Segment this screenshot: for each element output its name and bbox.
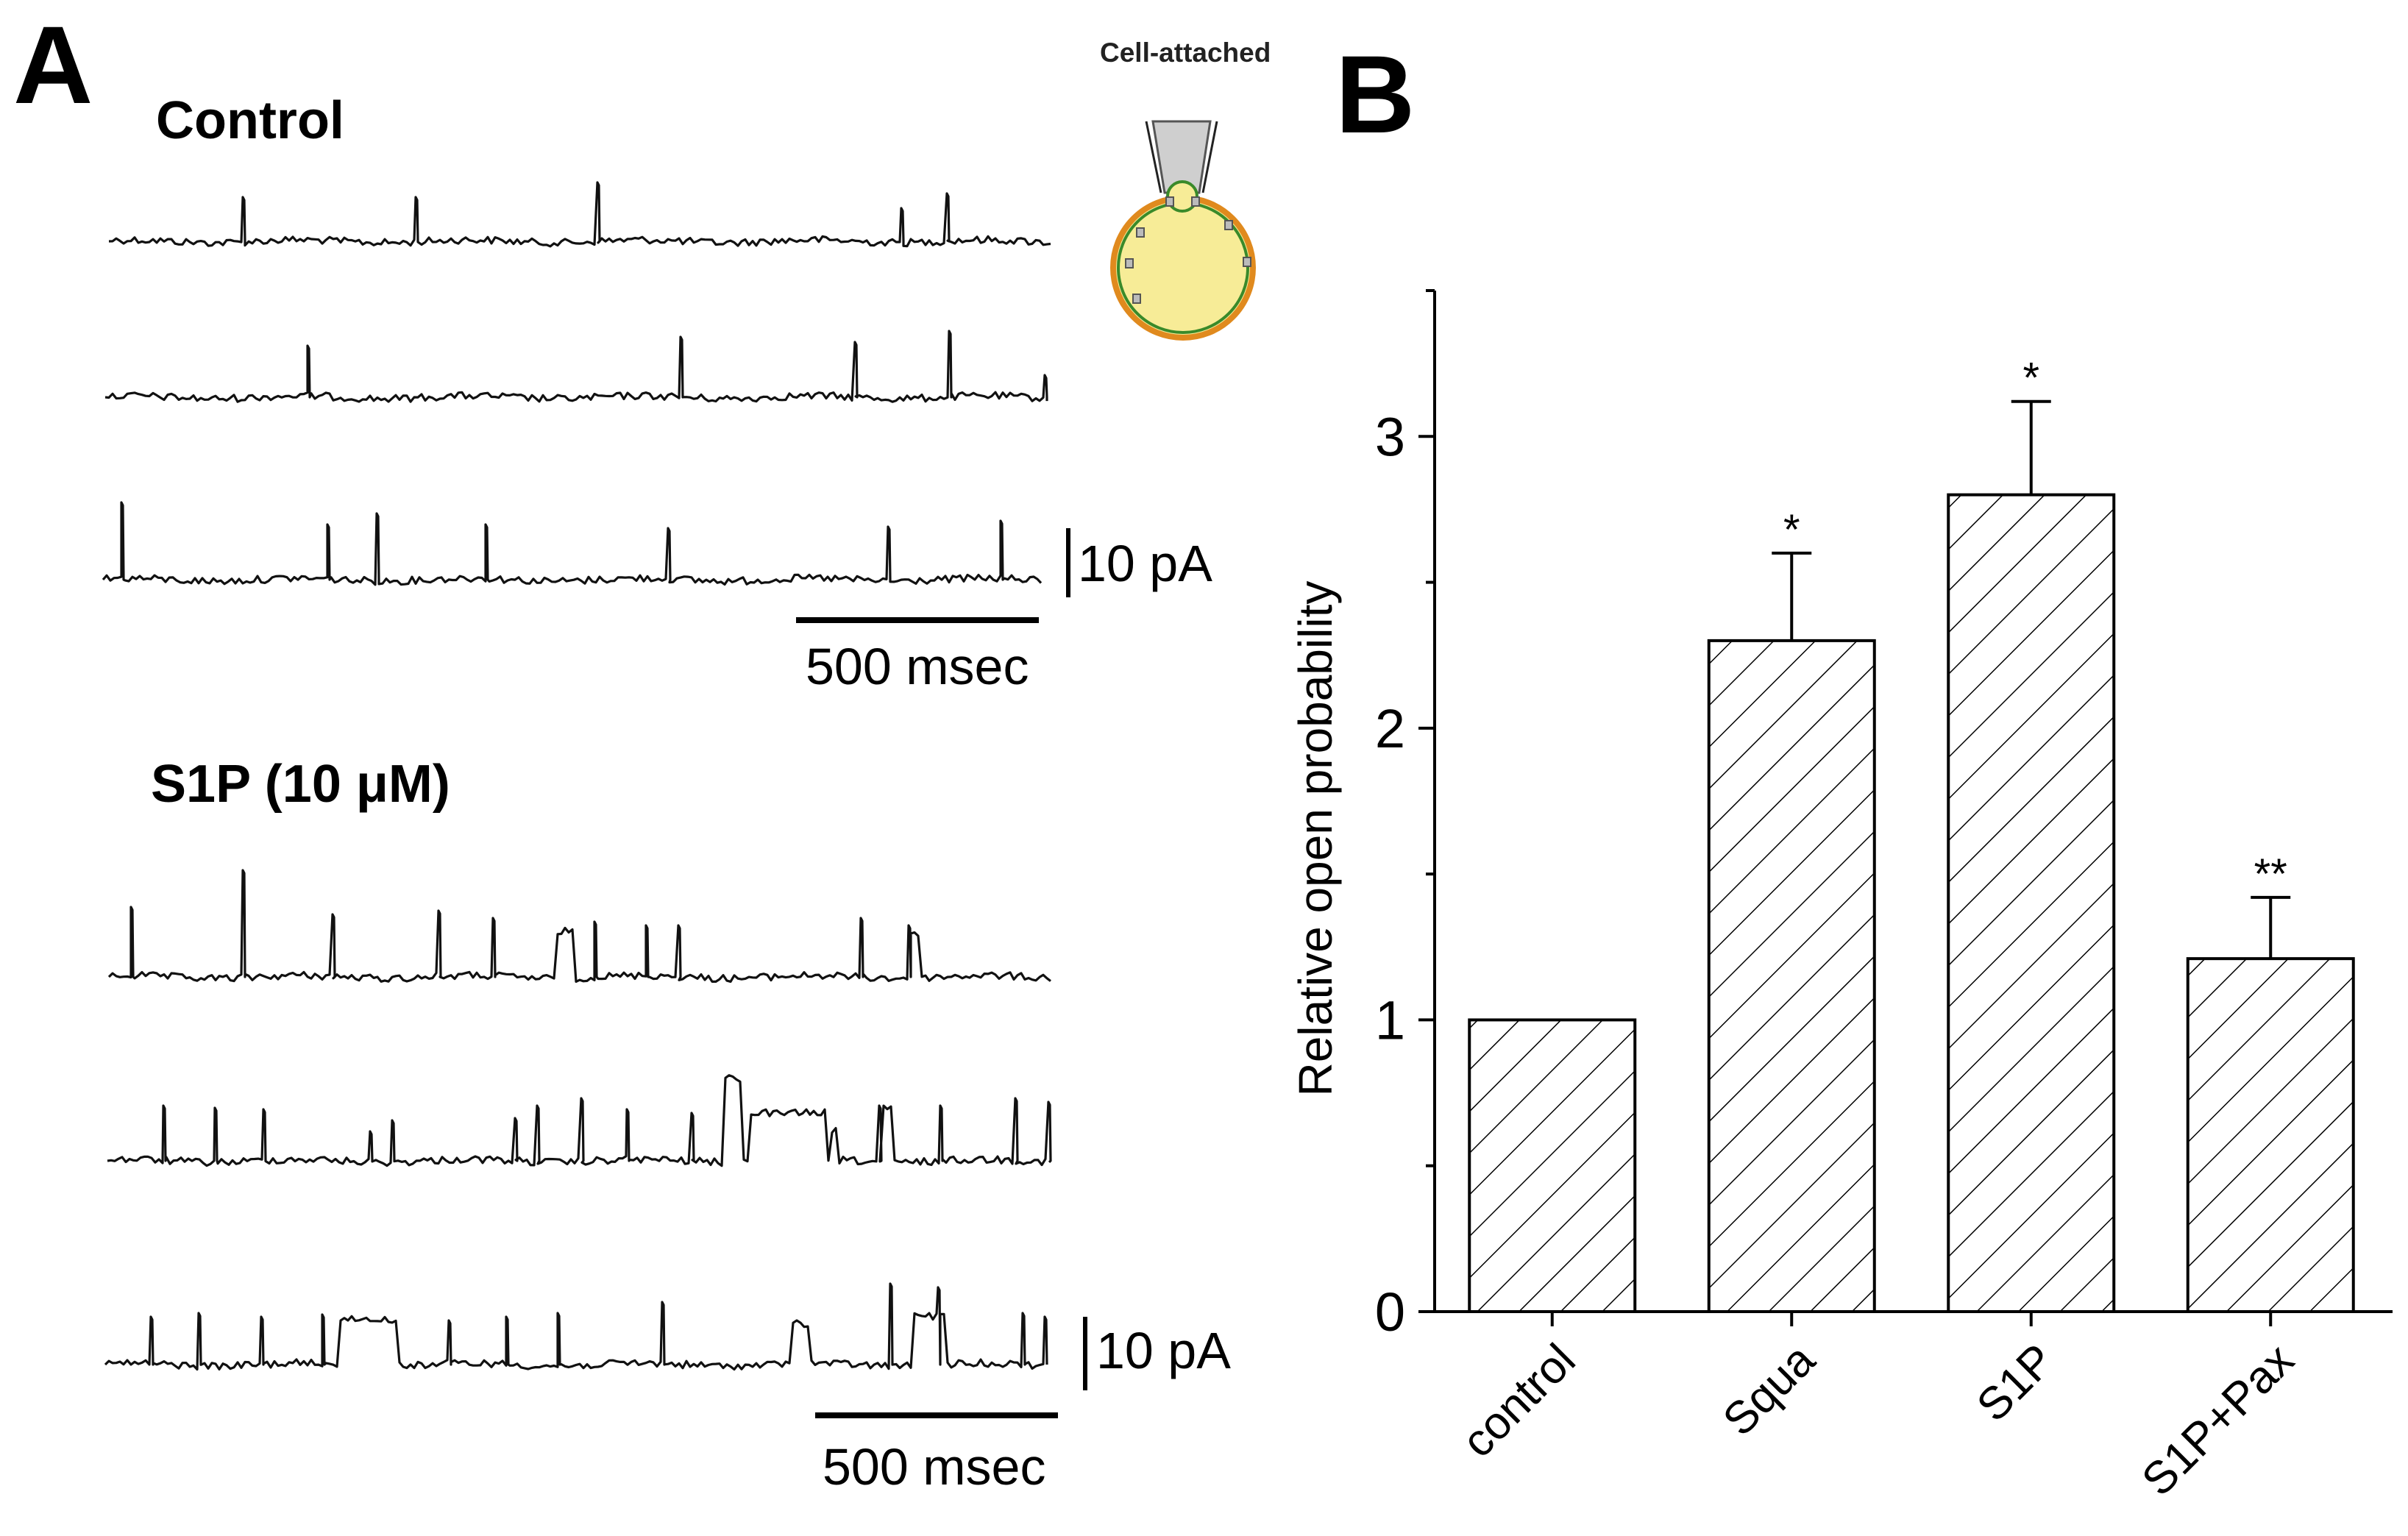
trace-s1p-2 xyxy=(107,1074,1052,1167)
significance-marker: ** xyxy=(2254,850,2287,898)
s1p-label: S1P (10 μM) xyxy=(151,755,450,814)
control-label: Control xyxy=(156,91,344,150)
x-tick-label: S1P+Pax xyxy=(2132,1334,2304,1506)
y-axis-label: Relative open probability xyxy=(1289,581,1342,1097)
scale-time-control: 500 msec xyxy=(806,638,1029,695)
bar-s1p xyxy=(1947,493,2116,1313)
pipette-wall-right xyxy=(1201,121,1218,193)
trace-control-2 xyxy=(104,330,1048,403)
panel-b: B 0 1 2 3 control * Squa * S1P ** S1P+Pax Relative… xyxy=(1289,32,2393,1506)
significance-marker: * xyxy=(2022,355,2039,402)
cell-icon xyxy=(1110,195,1256,341)
panel-b-letter: B xyxy=(1335,32,1415,156)
channel-icons xyxy=(1125,196,1251,304)
bar-s1p-pax xyxy=(2186,957,2355,1313)
cell-attached-label: Cell-attached xyxy=(1100,38,1271,68)
significance-marker: * xyxy=(1783,506,1800,554)
y-tick-label: 3 xyxy=(1375,406,1405,467)
scale-bar-s1p: 10 pA 500 msec xyxy=(815,1317,1231,1496)
y-tick-label: 1 xyxy=(1375,989,1405,1050)
scale-current-control: 10 pA xyxy=(1078,535,1212,592)
scale-time-s1p: 500 msec xyxy=(823,1438,1045,1496)
current-traces xyxy=(102,181,1052,1371)
trace-s1p-3 xyxy=(104,1282,1048,1371)
y-tick-label: 2 xyxy=(1375,698,1405,759)
bar-control xyxy=(1468,1018,1637,1314)
bar-squa xyxy=(1707,639,1876,1313)
scale-current-s1p: 10 pA xyxy=(1096,1322,1231,1379)
pipette-wall-left xyxy=(1145,121,1162,193)
trace-control-1 xyxy=(108,181,1051,248)
x-tick-label: control xyxy=(1452,1334,1585,1467)
x-tick-label: Squa xyxy=(1713,1334,1825,1446)
pipette-icon xyxy=(1151,120,1212,194)
y-tick-label: 0 xyxy=(1375,1281,1405,1343)
trace-s1p-1 xyxy=(107,869,1051,983)
trace-control-3 xyxy=(102,501,1043,586)
x-tick-label: S1P xyxy=(1967,1334,2064,1432)
scale-bar-control: 10 pA 500 msec xyxy=(796,528,1212,695)
cell-attached-diagram: Cell-attached xyxy=(1100,38,1271,341)
panel-a: A Control S1P (10 μM) 10 pA 500 msec 10 … xyxy=(13,3,1271,1496)
panel-a-letter: A xyxy=(13,3,93,127)
bar-chart: 0 1 2 3 control * Squa * S1P ** S1P+Pax xyxy=(1375,289,2393,1506)
